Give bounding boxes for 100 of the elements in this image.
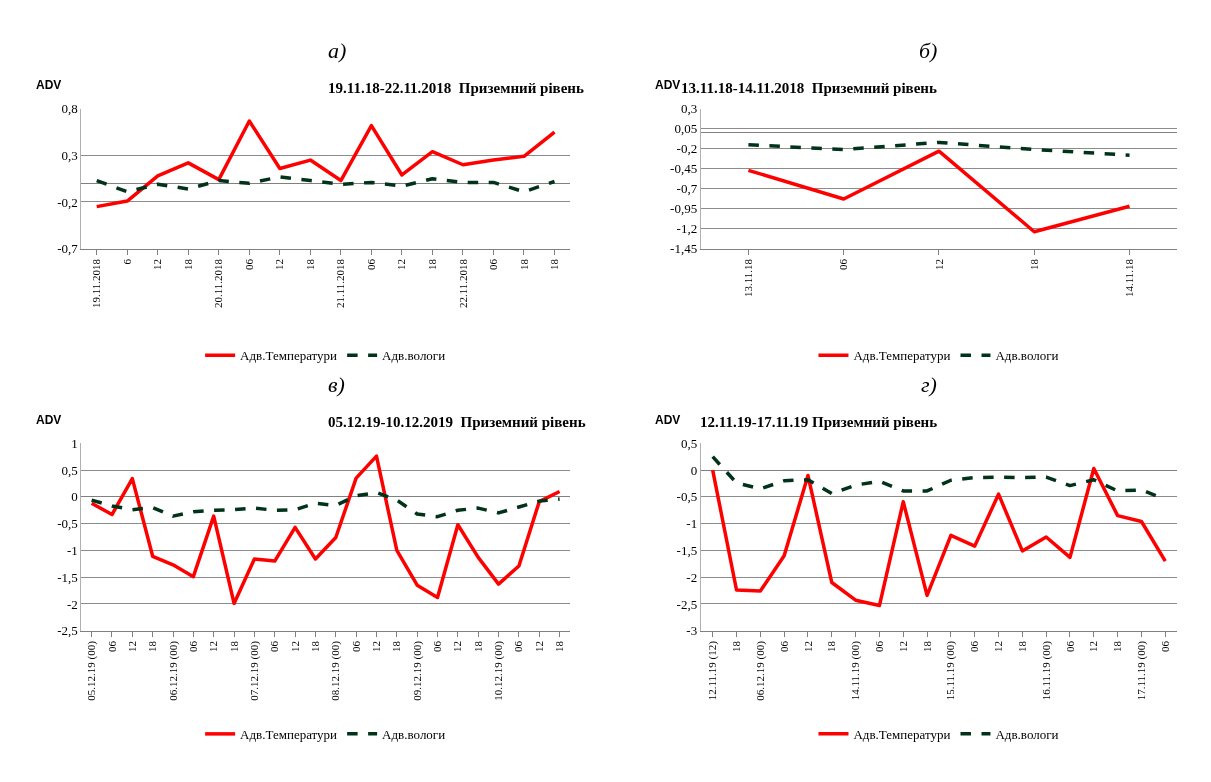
legend-label: Адв.Температури <box>853 726 951 742</box>
x-tick-label: 06 <box>1063 640 1076 653</box>
x-tick-label: 12 <box>207 641 220 653</box>
y-axis-title: ADV <box>655 413 681 427</box>
y-tick-label: -3 <box>686 623 698 639</box>
x-tick-label: 09.12.19 (00) <box>410 640 424 701</box>
y-tick-label: 1 <box>71 435 78 451</box>
x-tick-label: 06 <box>242 258 255 270</box>
y-tick-label: 0 <box>71 489 78 505</box>
y-tick-label: 0,05 <box>674 121 698 137</box>
legend-label: Адв.Температури <box>853 348 951 364</box>
y-tick-label: 0,3 <box>680 101 698 117</box>
x-tick-label: 22.11.2018 <box>456 258 469 309</box>
x-tick-label: 12 <box>395 258 408 270</box>
y-axis-title: ADV <box>655 78 681 92</box>
y-tick-label: -2,5 <box>57 623 78 639</box>
x-tick-label: 16.11.19 (00) <box>1039 640 1053 701</box>
x-tick-label: 06 <box>364 258 377 270</box>
legend-label: Адв.вологи <box>995 726 1059 742</box>
x-tick-label: 06 <box>105 640 118 653</box>
y-tick-label: -0,95 <box>670 201 698 217</box>
legend-label: Адв.вологи <box>995 348 1059 364</box>
line-series <box>710 466 1168 608</box>
x-tick-label: 12 <box>801 641 814 653</box>
x-tick-label: 06 <box>873 640 886 653</box>
y-tick-label: -1 <box>67 542 78 558</box>
y-tick-label: -2 <box>67 596 78 612</box>
text: б) <box>919 38 938 63</box>
x-tick-label: 12 <box>273 258 286 270</box>
x-tick-label: 06 <box>186 640 199 653</box>
x-tick-label: 18 <box>825 640 838 653</box>
x-tick-label: 18 <box>730 640 743 653</box>
x-tick-label: 10.12.19 (00) <box>492 640 506 701</box>
x-tick-label: 12 <box>451 641 464 653</box>
y-tick-label: 0,5 <box>680 435 698 451</box>
y-tick-label: -1,2 <box>676 221 698 237</box>
y-axis-title: ADV <box>36 78 62 92</box>
x-tick-label: 14.11.19 (00) <box>849 640 863 701</box>
x-tick-label: 18 <box>920 640 933 653</box>
y-tick-label: -0,7 <box>57 241 79 257</box>
x-tick-label: 19.11.2018 <box>90 258 103 309</box>
line-series <box>89 454 562 606</box>
x-tick-label: 12 <box>288 641 301 653</box>
x-tick-label: 12 <box>532 641 545 653</box>
x-tick-label: 06 <box>837 258 850 270</box>
y-tick-label: -0,5 <box>676 489 698 505</box>
y-tick-label: -1 <box>686 516 698 532</box>
x-tick-label: 15.11.19 (00) <box>944 640 958 701</box>
x-tick-label: 06 <box>349 640 362 653</box>
x-tick-label: 06 <box>431 640 444 653</box>
y-tick-label: -0,2 <box>57 194 78 210</box>
x-tick-label: 06 <box>1158 640 1171 653</box>
x-tick-label: 05.12.19 (00) <box>85 640 99 701</box>
text: в) <box>328 372 345 397</box>
x-tick-label: 18 <box>227 640 240 653</box>
x-tick-label: 06 <box>268 640 281 653</box>
y-tick-label: -1,5 <box>676 542 698 558</box>
line-series <box>746 140 1132 157</box>
y-tick-label: -1,5 <box>57 569 78 585</box>
x-tick-label: 06.12.19 (00) <box>753 640 767 701</box>
x-tick-label: 18 <box>390 640 403 653</box>
legend-label: Адв.Температури <box>240 348 338 364</box>
x-tick-label: 18 <box>146 640 159 653</box>
line-series <box>94 175 557 194</box>
x-tick-label: 06 <box>487 258 500 270</box>
x-tick-label: 12 <box>370 641 383 653</box>
y-tick-label: 0,8 <box>61 101 78 117</box>
y-tick-label: -0,5 <box>57 516 78 532</box>
x-tick-label: 18 <box>181 258 194 270</box>
chart-title: 12.11.19-17.11.19 Приземний рівень <box>700 414 938 430</box>
x-tick-label: 08.12.19 (00) <box>329 640 343 701</box>
x-tick-label: 18 <box>1015 640 1028 653</box>
x-tick-label: 06 <box>968 640 981 653</box>
y-tick-label: -0,45 <box>670 161 698 177</box>
x-tick-label: 18 <box>309 640 322 653</box>
chart-title: 13.11.18-14.11.2018 Приземний рівень <box>681 80 937 96</box>
legend-label: Адв.вологи <box>382 726 446 742</box>
x-tick-label: 06 <box>777 640 790 653</box>
x-tick-label: 18 <box>426 258 439 270</box>
x-tick-label: 18 <box>303 258 316 270</box>
x-tick-label: 12 <box>896 641 909 653</box>
legend-label: Адв.вологи <box>382 348 446 364</box>
chart-title: 19.11.18-22.11.2018 Приземний рівень <box>328 80 584 96</box>
x-tick-label: 12 <box>1087 641 1100 653</box>
x-tick-label: 12 <box>125 641 138 653</box>
x-tick-label: 6 <box>120 258 133 265</box>
x-tick-label: 06 <box>512 640 525 653</box>
x-tick-label: 18 <box>1027 258 1040 270</box>
x-tick-label: 13.11.18 <box>741 258 754 298</box>
x-tick-label: 18 <box>553 640 566 653</box>
x-tick-label: 14.11.18 <box>1123 258 1136 298</box>
y-tick-label: 0,5 <box>61 462 78 478</box>
x-tick-label: 18 <box>471 640 484 653</box>
x-tick-label: 18 <box>1111 640 1124 653</box>
x-tick-label: 12.11.19 (12) <box>706 640 720 701</box>
y-axis-title: ADV <box>36 413 62 427</box>
line-series <box>94 119 557 209</box>
x-tick-label: 17.11.19 (00) <box>1135 640 1149 701</box>
y-tick-label: -0,7 <box>676 181 698 197</box>
x-tick-label: 06.12.19 (00) <box>166 640 180 701</box>
